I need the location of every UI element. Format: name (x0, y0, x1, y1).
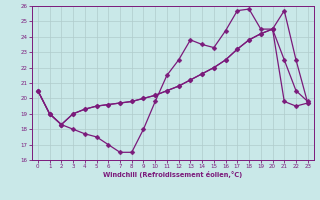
X-axis label: Windchill (Refroidissement éolien,°C): Windchill (Refroidissement éolien,°C) (103, 171, 243, 178)
